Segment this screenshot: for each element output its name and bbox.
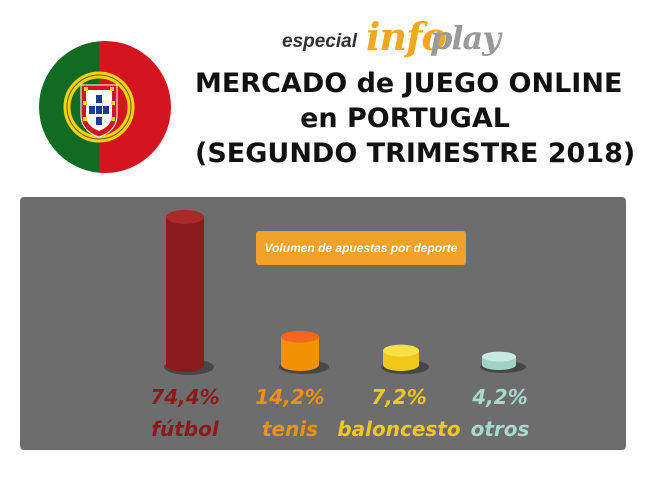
bar-chart (164, 210, 526, 375)
page-title: MERCADO de JUEGO ONLINE en PORTUGAL (SEG… (195, 66, 636, 171)
bar-top-fútbol (166, 210, 204, 224)
category-label-fútbol: fútbol (151, 417, 219, 441)
brand-word-play: play (430, 19, 501, 57)
category-label-tenis: tenis (261, 417, 319, 441)
portugal-flag-icon (39, 41, 171, 173)
chart-title-box: Volumen de apuestas por deporte (256, 231, 466, 265)
value-label-fútbol: 74,4% (150, 385, 220, 409)
title-line-1: MERCADO de JUEGO ONLINE (195, 68, 623, 99)
category-label-baloncesto: baloncesto (337, 417, 461, 441)
infoplay-logo: especial info play (282, 14, 522, 64)
bar-fútbol (166, 217, 204, 372)
title-line-3: (SEGUNDO TRIMESTRE 2018) (195, 138, 636, 169)
value-label-tenis: 14,2% (255, 385, 325, 409)
chart-panel: Volumen de apuestas por deporte (20, 197, 626, 450)
value-label-otros: 4,2% (472, 385, 528, 409)
value-label-baloncesto: 7,2% (371, 385, 427, 409)
bar-top-otros (482, 351, 516, 362)
title-line-2: en PORTUGAL (300, 103, 510, 134)
brand-word-info: info (366, 14, 447, 59)
bar-top-baloncesto (383, 344, 419, 357)
brand-prefix: especial (282, 31, 357, 52)
bar-tenis (281, 336, 319, 371)
category-label-otros: otros (470, 417, 530, 441)
bar-top-tenis (281, 330, 319, 343)
